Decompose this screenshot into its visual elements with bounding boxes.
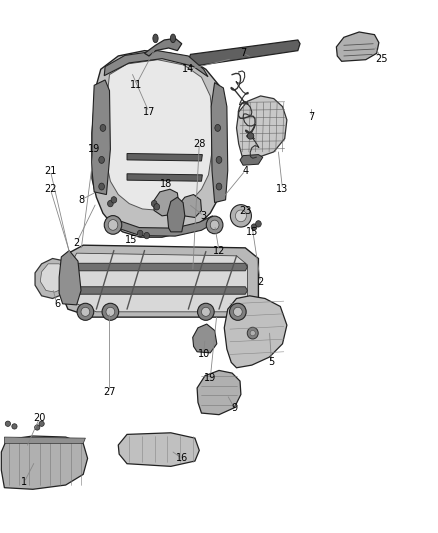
Polygon shape bbox=[240, 155, 263, 165]
Text: 25: 25 bbox=[375, 54, 387, 63]
Text: 8: 8 bbox=[78, 195, 84, 205]
Ellipse shape bbox=[170, 34, 176, 43]
Polygon shape bbox=[180, 195, 201, 217]
Polygon shape bbox=[4, 437, 85, 443]
Text: 17: 17 bbox=[143, 107, 155, 117]
Polygon shape bbox=[197, 370, 241, 415]
Text: 20: 20 bbox=[33, 414, 46, 423]
Ellipse shape bbox=[251, 224, 257, 230]
Polygon shape bbox=[153, 189, 179, 216]
Ellipse shape bbox=[216, 157, 222, 164]
Ellipse shape bbox=[144, 232, 150, 239]
Text: 1: 1 bbox=[21, 478, 27, 487]
Ellipse shape bbox=[104, 216, 122, 235]
Ellipse shape bbox=[233, 307, 242, 316]
Ellipse shape bbox=[77, 303, 94, 320]
Ellipse shape bbox=[215, 125, 221, 132]
Polygon shape bbox=[145, 38, 182, 56]
Text: 2: 2 bbox=[258, 278, 264, 287]
Polygon shape bbox=[237, 96, 287, 160]
Text: 22: 22 bbox=[44, 184, 57, 194]
Ellipse shape bbox=[206, 216, 223, 234]
Ellipse shape bbox=[230, 205, 251, 227]
Ellipse shape bbox=[99, 183, 104, 190]
Polygon shape bbox=[74, 287, 247, 294]
Text: 6: 6 bbox=[54, 299, 60, 309]
Polygon shape bbox=[104, 51, 208, 77]
Text: 28: 28 bbox=[193, 139, 205, 149]
Polygon shape bbox=[92, 51, 226, 237]
Text: 19: 19 bbox=[88, 144, 100, 154]
Ellipse shape bbox=[12, 424, 17, 429]
Ellipse shape bbox=[106, 307, 115, 316]
Ellipse shape bbox=[111, 197, 117, 203]
Text: 9: 9 bbox=[231, 403, 237, 413]
Ellipse shape bbox=[5, 421, 11, 426]
Ellipse shape bbox=[102, 303, 119, 320]
Text: 10: 10 bbox=[198, 350, 210, 359]
Ellipse shape bbox=[100, 125, 106, 132]
Polygon shape bbox=[127, 154, 202, 161]
Text: 16: 16 bbox=[176, 454, 188, 463]
Ellipse shape bbox=[236, 210, 246, 222]
Polygon shape bbox=[188, 40, 300, 67]
Ellipse shape bbox=[35, 425, 40, 430]
Text: 5: 5 bbox=[268, 358, 275, 367]
Polygon shape bbox=[113, 216, 215, 236]
Ellipse shape bbox=[81, 307, 90, 316]
Polygon shape bbox=[92, 80, 110, 195]
Text: 13: 13 bbox=[276, 184, 289, 194]
Text: 4: 4 bbox=[242, 166, 248, 175]
Text: 15: 15 bbox=[246, 227, 258, 237]
Ellipse shape bbox=[151, 200, 157, 207]
Polygon shape bbox=[69, 253, 247, 312]
Polygon shape bbox=[127, 174, 202, 181]
Polygon shape bbox=[118, 433, 199, 466]
Ellipse shape bbox=[247, 327, 258, 339]
Polygon shape bbox=[193, 324, 217, 353]
Ellipse shape bbox=[255, 221, 261, 227]
Text: 11: 11 bbox=[130, 80, 142, 90]
Ellipse shape bbox=[39, 421, 44, 426]
Polygon shape bbox=[224, 296, 287, 368]
Polygon shape bbox=[336, 32, 379, 61]
Polygon shape bbox=[167, 197, 185, 232]
Polygon shape bbox=[40, 264, 69, 292]
Text: 23: 23 bbox=[239, 206, 251, 215]
Text: 27: 27 bbox=[103, 387, 116, 397]
Ellipse shape bbox=[137, 230, 143, 237]
Text: 2: 2 bbox=[74, 238, 80, 247]
Text: 21: 21 bbox=[44, 166, 57, 175]
Ellipse shape bbox=[99, 157, 104, 164]
Text: 3: 3 bbox=[201, 211, 207, 221]
Ellipse shape bbox=[250, 330, 255, 336]
Text: 12: 12 bbox=[213, 246, 225, 255]
Text: 7: 7 bbox=[308, 112, 314, 122]
Ellipse shape bbox=[210, 220, 219, 230]
Text: 7: 7 bbox=[240, 49, 246, 58]
Polygon shape bbox=[211, 83, 228, 203]
Polygon shape bbox=[106, 60, 212, 211]
Polygon shape bbox=[1, 436, 88, 489]
Polygon shape bbox=[59, 251, 81, 305]
Polygon shape bbox=[74, 263, 247, 271]
Ellipse shape bbox=[216, 183, 222, 190]
Polygon shape bbox=[61, 245, 258, 317]
Text: 15: 15 bbox=[125, 235, 138, 245]
Text: 18: 18 bbox=[160, 179, 173, 189]
Ellipse shape bbox=[247, 133, 254, 139]
Ellipse shape bbox=[201, 307, 210, 316]
Ellipse shape bbox=[198, 303, 214, 320]
Ellipse shape bbox=[153, 34, 158, 43]
Ellipse shape bbox=[230, 303, 246, 320]
Ellipse shape bbox=[108, 200, 113, 207]
Ellipse shape bbox=[154, 204, 159, 210]
Polygon shape bbox=[35, 259, 74, 298]
Text: 14: 14 bbox=[182, 64, 194, 74]
Text: 19: 19 bbox=[204, 374, 216, 383]
Ellipse shape bbox=[108, 220, 118, 230]
